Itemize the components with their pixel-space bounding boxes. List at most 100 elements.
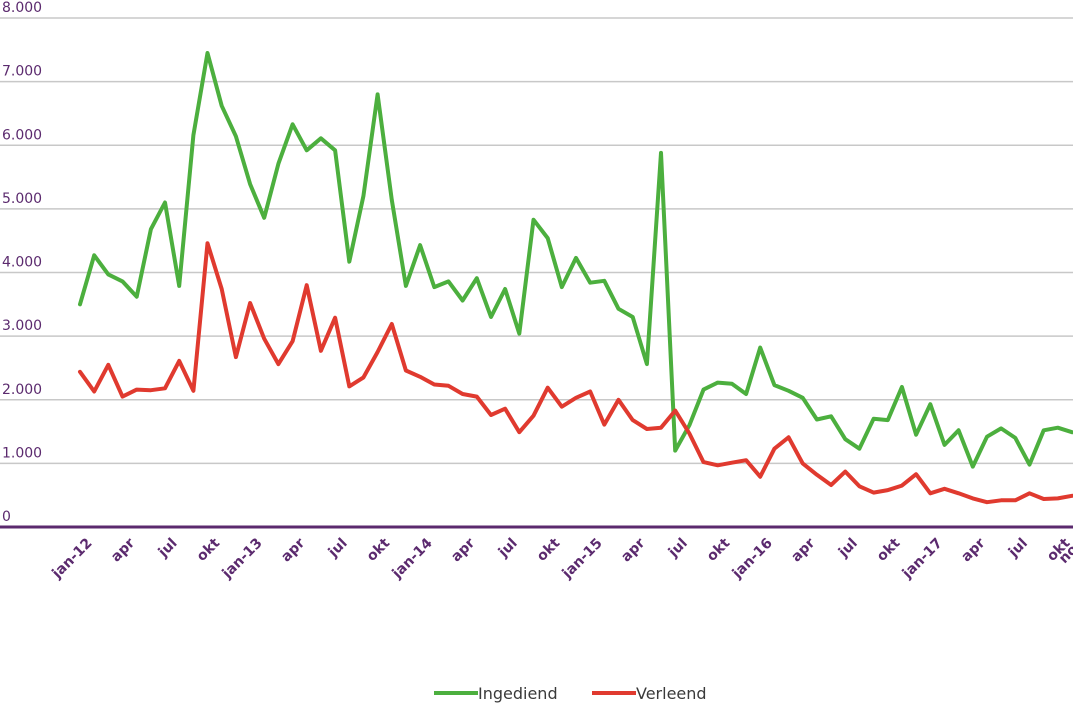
data-point-verleend xyxy=(361,375,366,380)
x-tick-label: okt xyxy=(874,535,904,565)
data-point-verleend xyxy=(899,483,904,488)
y-tick-label: 4.000 xyxy=(2,255,42,271)
data-point-ingediend xyxy=(290,122,295,127)
x-tick-label: okt xyxy=(704,535,734,565)
data-point-verleend xyxy=(644,427,649,432)
data-point-ingediend xyxy=(914,432,919,437)
x-tick-label: jul xyxy=(835,535,861,561)
data-point-ingediend xyxy=(403,283,408,288)
data-point-verleend xyxy=(304,283,309,288)
data-point-ingediend xyxy=(163,200,168,205)
data-point-verleend xyxy=(984,500,989,505)
data-point-ingediend xyxy=(559,285,564,290)
series-line-verleend xyxy=(78,241,1073,505)
data-point-ingediend xyxy=(942,442,947,447)
data-point-verleend xyxy=(446,383,451,388)
data-point-verleend xyxy=(1027,491,1032,496)
x-tick-label: jan-13 xyxy=(219,535,266,582)
data-point-ingediend xyxy=(701,387,706,392)
data-point-ingediend xyxy=(304,148,309,153)
data-point-ingediend xyxy=(970,464,975,469)
data-point-ingediend xyxy=(602,278,607,283)
data-point-verleend xyxy=(1013,498,1018,503)
data-point-verleend xyxy=(758,474,763,479)
data-point-ingediend xyxy=(630,315,635,320)
x-tick-label: jul xyxy=(325,535,351,561)
data-point-verleend xyxy=(219,287,224,292)
data-point-ingediend xyxy=(488,315,493,320)
data-point-verleend xyxy=(814,472,819,477)
data-point-verleend xyxy=(970,496,975,501)
data-point-verleend xyxy=(148,388,153,393)
data-point-verleend xyxy=(772,446,777,451)
x-tick-label: apr xyxy=(958,535,988,565)
y-tick-label: 6.000 xyxy=(2,127,42,143)
data-point-verleend xyxy=(715,463,720,468)
data-point-ingediend xyxy=(999,426,1004,431)
data-point-ingediend xyxy=(984,434,989,439)
data-point-verleend xyxy=(120,394,125,399)
data-point-verleend xyxy=(1041,497,1046,502)
data-point-verleend xyxy=(233,355,238,360)
data-point-verleend xyxy=(942,486,947,491)
data-point-verleend xyxy=(999,498,1004,503)
gridlines xyxy=(0,17,1073,465)
x-tick-label: jul xyxy=(495,535,521,561)
data-point-ingediend xyxy=(446,279,451,284)
data-point-verleend xyxy=(177,358,182,363)
data-point-ingediend xyxy=(389,197,394,202)
data-point-ingediend xyxy=(262,215,267,220)
data-point-verleend xyxy=(956,491,961,496)
data-point-ingediend xyxy=(418,243,423,248)
y-tick-label: 1.000 xyxy=(2,445,42,461)
data-point-verleend xyxy=(333,315,338,320)
data-point-verleend xyxy=(1055,496,1060,501)
x-tick-label: jul xyxy=(155,535,181,561)
y-tick-label: 5.000 xyxy=(2,191,42,207)
data-point-verleend xyxy=(885,488,890,493)
data-point-ingediend xyxy=(814,417,819,422)
data-point-verleend xyxy=(488,413,493,418)
data-point-ingediend xyxy=(928,402,933,407)
data-point-verleend xyxy=(871,490,876,495)
data-point-verleend xyxy=(503,406,508,411)
data-point-verleend xyxy=(673,408,678,413)
data-point-ingediend xyxy=(78,302,83,307)
data-point-ingediend xyxy=(375,92,380,97)
x-tick-label: jan-17 xyxy=(899,535,946,582)
data-point-verleend xyxy=(928,491,933,496)
data-point-verleend xyxy=(205,241,210,246)
data-point-verleend xyxy=(163,386,168,391)
data-point-ingediend xyxy=(474,276,479,281)
data-point-verleend xyxy=(389,322,394,327)
data-point-verleend xyxy=(262,336,267,341)
data-point-verleend xyxy=(134,387,139,392)
data-point-ingediend xyxy=(134,294,139,299)
data-point-verleend xyxy=(531,413,536,418)
legend-label-verleend: Verleend xyxy=(636,684,707,703)
data-point-ingediend xyxy=(276,161,281,166)
data-point-ingediend xyxy=(347,259,352,264)
x-tick-label: jul xyxy=(1005,535,1031,561)
data-point-ingediend xyxy=(829,414,834,419)
data-point-ingediend xyxy=(432,285,437,290)
data-point-verleend xyxy=(106,362,111,367)
data-point-verleend xyxy=(687,431,692,436)
data-point-ingediend xyxy=(219,103,224,108)
data-point-ingediend xyxy=(956,428,961,433)
legend: Ingediend Verleend xyxy=(434,684,707,703)
data-point-verleend xyxy=(602,422,607,427)
data-point-verleend xyxy=(701,460,706,465)
data-point-ingediend xyxy=(233,134,238,139)
data-point-verleend xyxy=(829,483,834,488)
data-point-ingediend xyxy=(729,381,734,386)
data-point-verleend xyxy=(276,362,281,367)
x-tick-label: okt xyxy=(364,535,394,565)
data-point-verleend xyxy=(574,395,579,400)
data-point-verleend xyxy=(588,389,593,394)
y-tick-label: 7.000 xyxy=(2,64,42,80)
data-point-ingediend xyxy=(1041,428,1046,433)
series-lines xyxy=(78,51,1073,505)
data-point-verleend xyxy=(375,350,380,355)
